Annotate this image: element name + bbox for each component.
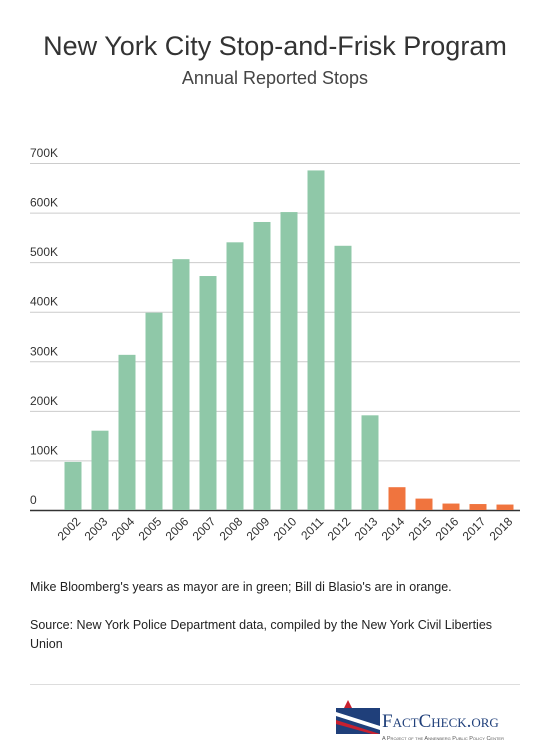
source: Source: New York Police Department data,… <box>30 618 493 651</box>
y-tick-label: 500K <box>30 245 58 259</box>
bar <box>334 245 352 510</box>
bar <box>280 212 298 510</box>
x-tick-label: 2003 <box>82 514 111 543</box>
bar <box>361 415 379 510</box>
x-tick-label: 2006 <box>163 514 192 543</box>
x-tick-label: 2017 <box>460 514 489 543</box>
bar <box>199 276 217 510</box>
x-tick-label: 2015 <box>406 514 435 543</box>
logo-tagline: A Project of the Annenberg Public Policy… <box>382 736 504 742</box>
note: Mike Bloomberg's years as mayor are in g… <box>30 580 452 594</box>
bar <box>253 221 271 511</box>
logo-emblem <box>336 700 380 734</box>
y-tick-label: 300K <box>30 344 58 358</box>
y-tick-label: 700K <box>30 146 58 160</box>
chart-title: New York City Stop-and-Frisk Program <box>43 31 507 61</box>
bar <box>415 498 433 510</box>
x-tick-label: 2010 <box>271 514 300 543</box>
bar <box>496 504 514 510</box>
x-tick-label: 2012 <box>325 514 354 543</box>
y-tick-label: 200K <box>30 394 58 408</box>
bar <box>91 430 109 510</box>
x-tick-label: 2016 <box>433 514 462 543</box>
bar <box>226 242 244 511</box>
x-tick-label: 2005 <box>136 514 165 543</box>
bar <box>172 259 190 510</box>
bar <box>307 170 325 510</box>
bar <box>469 504 487 510</box>
x-tick-label: 2004 <box>109 514 138 543</box>
bar <box>64 461 82 510</box>
bar <box>388 487 406 510</box>
bar <box>442 503 460 510</box>
bar <box>118 354 136 510</box>
y-tick-label: 100K <box>30 443 58 457</box>
y-tick-label: 600K <box>30 196 58 210</box>
x-tick-label: 2011 <box>298 514 326 542</box>
x-tick-label: 2008 <box>217 514 246 543</box>
x-tick-label: 2013 <box>352 514 381 543</box>
x-tick-label: 2007 <box>190 514 219 543</box>
y-tick-label: 400K <box>30 295 58 309</box>
x-tick-label: 2018 <box>487 514 516 543</box>
x-tick-label: 2009 <box>244 514 273 543</box>
y-tick-label: 0 <box>30 493 37 507</box>
x-tick-label: 2002 <box>55 514 84 543</box>
chart-subtitle: Annual Reported Stops <box>182 68 368 88</box>
logo-text: FactCheck.org <box>382 711 499 732</box>
x-tick-label: 2014 <box>379 514 408 543</box>
bar <box>145 312 163 510</box>
